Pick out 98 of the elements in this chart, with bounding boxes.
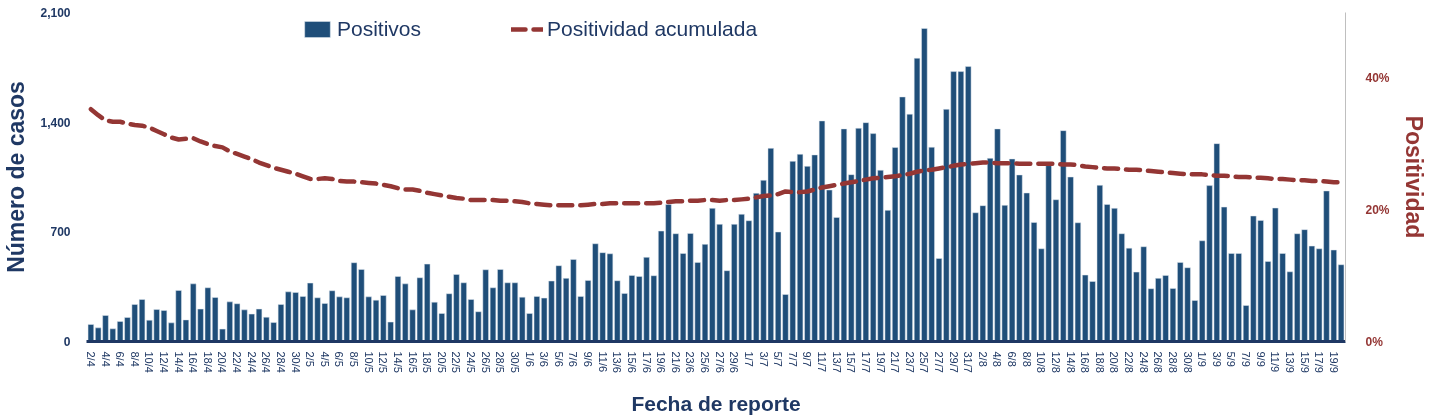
x-tick-label: 4/4 — [99, 351, 112, 367]
x-tick-label: 22/8 — [1123, 351, 1136, 373]
x-tick-label: 30/8 — [1181, 351, 1194, 373]
y-tick-label: 0 — [63, 335, 71, 349]
x-tick-label: 2/4 — [84, 351, 97, 367]
x-tick-label: 13/6 — [611, 351, 624, 373]
x-tick-label: 19/7 — [874, 351, 887, 373]
x-tick-label: 9/6 — [582, 351, 595, 367]
x-tick-label: 18/4 — [201, 351, 214, 373]
x-tick-label: 6/4 — [114, 351, 127, 367]
x-tick-label: 4/5 — [318, 351, 331, 367]
x-tick-label: 26/4 — [260, 351, 273, 373]
x-tick-label: 26/8 — [1152, 351, 1165, 373]
x-tick-label: 2/8 — [976, 351, 989, 367]
x-tick-label: 12/5 — [377, 351, 390, 373]
x-tick-label: 5/9 — [1225, 351, 1238, 367]
x-tick-label: 29/6 — [728, 351, 741, 373]
x-tick-label: 22/4 — [231, 351, 244, 373]
x-tick-label: 23/6 — [684, 351, 697, 373]
x-tick-label: 12/8 — [1049, 351, 1062, 373]
x-tick-label: 19/9 — [1327, 351, 1340, 373]
x-tick-label: 20/4 — [216, 351, 229, 373]
x-tick-label: 7/6 — [567, 351, 580, 367]
x-tick-label: 9/7 — [801, 351, 814, 367]
x-tick-label: 25/6 — [699, 351, 712, 373]
x-tick-label: 5/7 — [772, 351, 785, 367]
x-tick-label: 24/5 — [465, 351, 478, 373]
x-tick-label: 12/4 — [158, 351, 170, 373]
x-tick-label: 16/8 — [1079, 351, 1092, 373]
x-tick-label: 1/7 — [742, 351, 755, 367]
y2-tick-label: 40% — [1365, 71, 1390, 86]
x-tick-label: 27/7 — [932, 351, 945, 373]
x-tick-label: 11/9 — [1269, 351, 1282, 373]
y-tick-label: 1,400 — [40, 115, 71, 130]
x-tick-label: 20/8 — [1108, 351, 1121, 373]
x-tick-label: 3/9 — [1210, 351, 1223, 367]
x-tick-label: 13/7 — [830, 351, 843, 373]
x-tick-label: 16/4 — [187, 351, 200, 373]
x-tick-label: 18/8 — [1093, 351, 1106, 373]
x-tick-label: 6/8 — [1006, 351, 1019, 367]
x-tick-label: 11/6 — [596, 351, 609, 373]
x-tick-label: 8/8 — [1020, 351, 1033, 367]
x-tick-label: 8/4 — [128, 351, 141, 367]
x-tick-label: 25/7 — [918, 351, 931, 373]
x-tick-label: 21/7 — [889, 351, 902, 373]
x-tick-label: 17/7 — [859, 351, 872, 373]
x-tick-label: 24/4 — [245, 351, 258, 373]
x-tick-label: 27/6 — [713, 351, 726, 373]
x-tick-label: 31/7 — [962, 351, 975, 373]
x-tick-label: 3/7 — [757, 351, 770, 367]
x-tick-label: 28/4 — [274, 351, 287, 373]
x-tick-label: 24/8 — [1137, 351, 1150, 373]
x-tick-label: 6/5 — [333, 351, 346, 367]
x-tick-label: 15/9 — [1298, 351, 1311, 373]
x-tick-label: 3/6 — [538, 351, 551, 367]
x-tick-label: 7/7 — [786, 351, 799, 367]
x-tick-label: 4/8 — [991, 351, 1004, 367]
x-tick-label: 30/4 — [289, 351, 302, 373]
x-tick-label: 8/5 — [348, 351, 361, 367]
x-tick-label: 20/5 — [435, 351, 448, 373]
x-tick-label: 15/6 — [625, 351, 638, 373]
x-tick-label: 7/9 — [1240, 351, 1253, 367]
x-tick-label: 21/6 — [669, 351, 682, 373]
x-tick-label: 10/8 — [1035, 351, 1048, 373]
x-tick-label: 28/5 — [494, 351, 507, 373]
x-tick-label: 23/7 — [903, 351, 916, 373]
legend-label: Positividad acumulada — [547, 17, 758, 41]
x-tick-label: 9/9 — [1254, 351, 1267, 367]
x-tick-label: 10/5 — [362, 351, 375, 373]
x-tick-label: 11/7 — [816, 351, 829, 373]
x-tick-label: 1/9 — [1196, 351, 1209, 367]
x-tick-label: 14/5 — [391, 351, 404, 373]
x-tick-label: 16/5 — [406, 351, 419, 373]
y-tick-label: 700 — [50, 225, 71, 240]
y-tick-label: 2,100 — [40, 6, 71, 20]
x-axis-title: Fecha de reporte — [631, 391, 801, 415]
x-tick-label: 2/5 — [304, 351, 317, 367]
x-tick-label: 13/9 — [1283, 351, 1296, 373]
x-tick-label: 26/5 — [479, 351, 492, 373]
x-tick-label: 14/8 — [1064, 351, 1077, 373]
y2-axis-title: Positividad — [1400, 115, 1427, 239]
x-tick-label: 5/6 — [552, 351, 565, 367]
x-tick-label: 18/5 — [421, 351, 434, 373]
y2-tick-label: 20% — [1365, 202, 1390, 217]
x-tick-label: 29/7 — [947, 351, 960, 373]
x-tick-label: 30/5 — [508, 351, 521, 373]
x-tick-label: 17/9 — [1313, 351, 1326, 373]
x-tick-label: 1/6 — [523, 351, 536, 367]
x-tick-label: 14/4 — [172, 351, 185, 373]
x-tick-label: 28/8 — [1166, 351, 1179, 373]
x-tick-label: 19/6 — [655, 351, 668, 373]
y-axis-title: Número de casos — [3, 81, 30, 273]
x-tick-label: 17/6 — [640, 351, 653, 373]
y2-tick-label: 0% — [1365, 334, 1384, 349]
x-tick-label: 10/4 — [143, 351, 156, 373]
x-tick-label: 15/7 — [845, 351, 858, 373]
x-tick-label: 22/5 — [450, 351, 463, 373]
legend-label: Positivos — [337, 17, 422, 41]
